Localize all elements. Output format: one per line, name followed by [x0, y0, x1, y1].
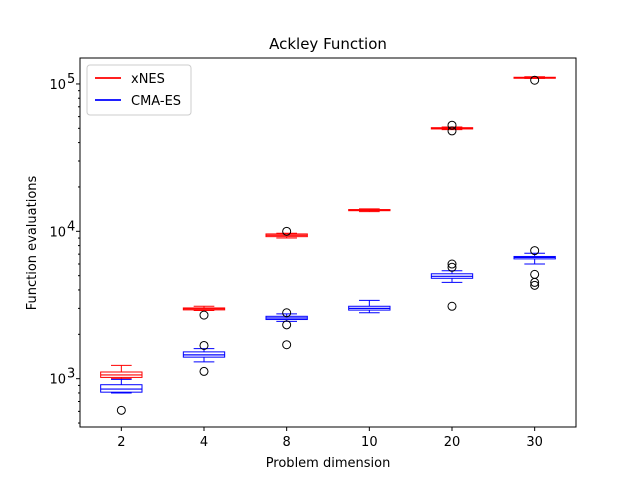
legend-label-cma-es: CMA-ES	[131, 94, 181, 109]
y-axis-label: Function evaluations	[25, 175, 40, 310]
outlier-point	[282, 340, 292, 350]
chart-title: Ackley Function	[269, 35, 387, 53]
outlier-point	[282, 308, 292, 318]
box-cma-es-10	[348, 299, 391, 314]
x-tick-label: 2	[117, 435, 125, 450]
legend: xNES CMA-ES	[86, 64, 192, 116]
x-tick-label: 10	[361, 435, 378, 450]
box-cma-es-8	[265, 308, 308, 350]
box-xnes-20	[430, 120, 474, 136]
box-xnes-4	[182, 305, 226, 312]
box-cma-es-2	[100, 378, 143, 415]
x-ticks: 2 4 8 10 20 30	[117, 427, 543, 450]
x-tick-label: 4	[200, 435, 208, 450]
outlier-point	[282, 320, 292, 330]
y-tick-label: 10	[49, 373, 66, 388]
y-tick-exponent: 5	[67, 72, 75, 87]
x-tick-label: 8	[283, 435, 291, 450]
x-tick-label: 30	[526, 435, 543, 450]
box-iqr	[100, 384, 143, 393]
outlier-point	[116, 405, 126, 415]
box-cma-es-30	[513, 246, 556, 290]
box-xnes-10	[348, 208, 391, 213]
outlier-point	[199, 366, 209, 376]
box-xnes-2	[100, 364, 143, 380]
x-tick-label: 20	[444, 435, 461, 450]
outlier-point	[447, 259, 457, 269]
outlier-point	[530, 75, 540, 85]
box-xnes-30	[513, 75, 556, 85]
outlier-point	[530, 246, 540, 256]
boxes-layer	[100, 75, 556, 415]
plot-frame	[79, 57, 577, 428]
outlier-point	[447, 301, 457, 311]
box-cma-es-20	[430, 259, 474, 311]
outlier-point	[282, 226, 292, 236]
outlier-point	[530, 280, 540, 290]
outlier-point	[199, 340, 209, 350]
outlier-point	[199, 310, 209, 320]
outlier-point	[447, 126, 457, 136]
box-cma-es-4	[182, 310, 226, 376]
y-tick-label: 10	[49, 78, 66, 93]
y-tick-exponent: 4	[67, 219, 75, 234]
outlier-point	[447, 262, 457, 272]
x-axis-label: Problem dimension	[266, 456, 391, 471]
y-tick-label: 10	[49, 225, 66, 240]
box-xnes-8	[265, 226, 308, 239]
outlier-point	[530, 269, 540, 279]
legend-label-xnes: xNES	[131, 72, 165, 87]
outlier-point	[447, 120, 457, 130]
y-tick-exponent: 3	[67, 367, 75, 382]
